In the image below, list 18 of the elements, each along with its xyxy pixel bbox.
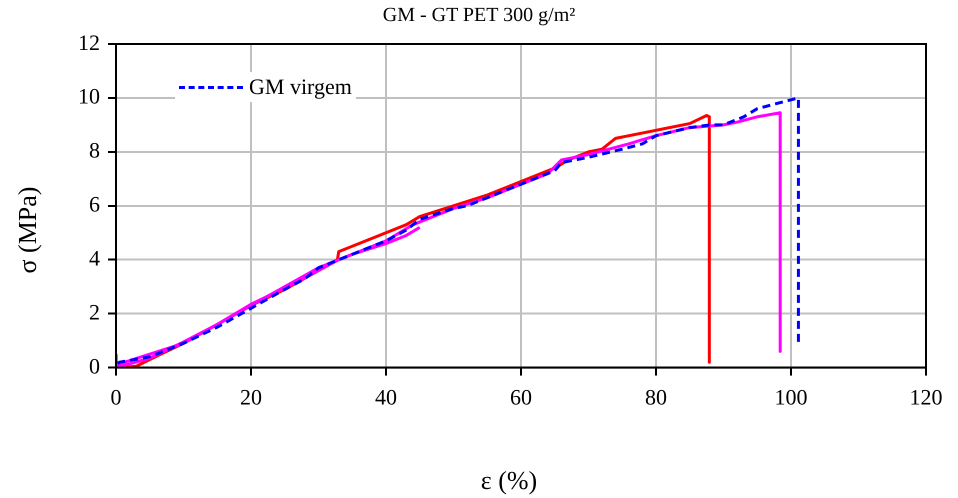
y-tick-label: 6 [89,192,100,217]
x-axis-title: ε (%) [480,466,538,496]
y-tick-label: 10 [78,84,100,109]
y-tick-label: 12 [78,30,100,55]
y-axis-title: σ (MPa) [13,186,43,276]
legend-label: GM virgem [249,74,352,100]
x-tick-label: 60 [510,384,532,410]
x-tick-label: 40 [375,384,397,410]
chart-title: GM - GT PET 300 g/m² [382,4,576,27]
x-tick-label: 80 [645,384,667,410]
x-tick-label: 120 [910,384,942,410]
y-tick-label: 8 [89,138,100,163]
y-tick-label: 4 [89,246,100,271]
x-tick-label: 100 [774,384,808,410]
x-tick-label: 0 [110,384,122,410]
y-tick-label: 0 [89,353,100,378]
y-tick-label: 2 [89,299,100,324]
x-tick-label: 20 [240,384,262,410]
